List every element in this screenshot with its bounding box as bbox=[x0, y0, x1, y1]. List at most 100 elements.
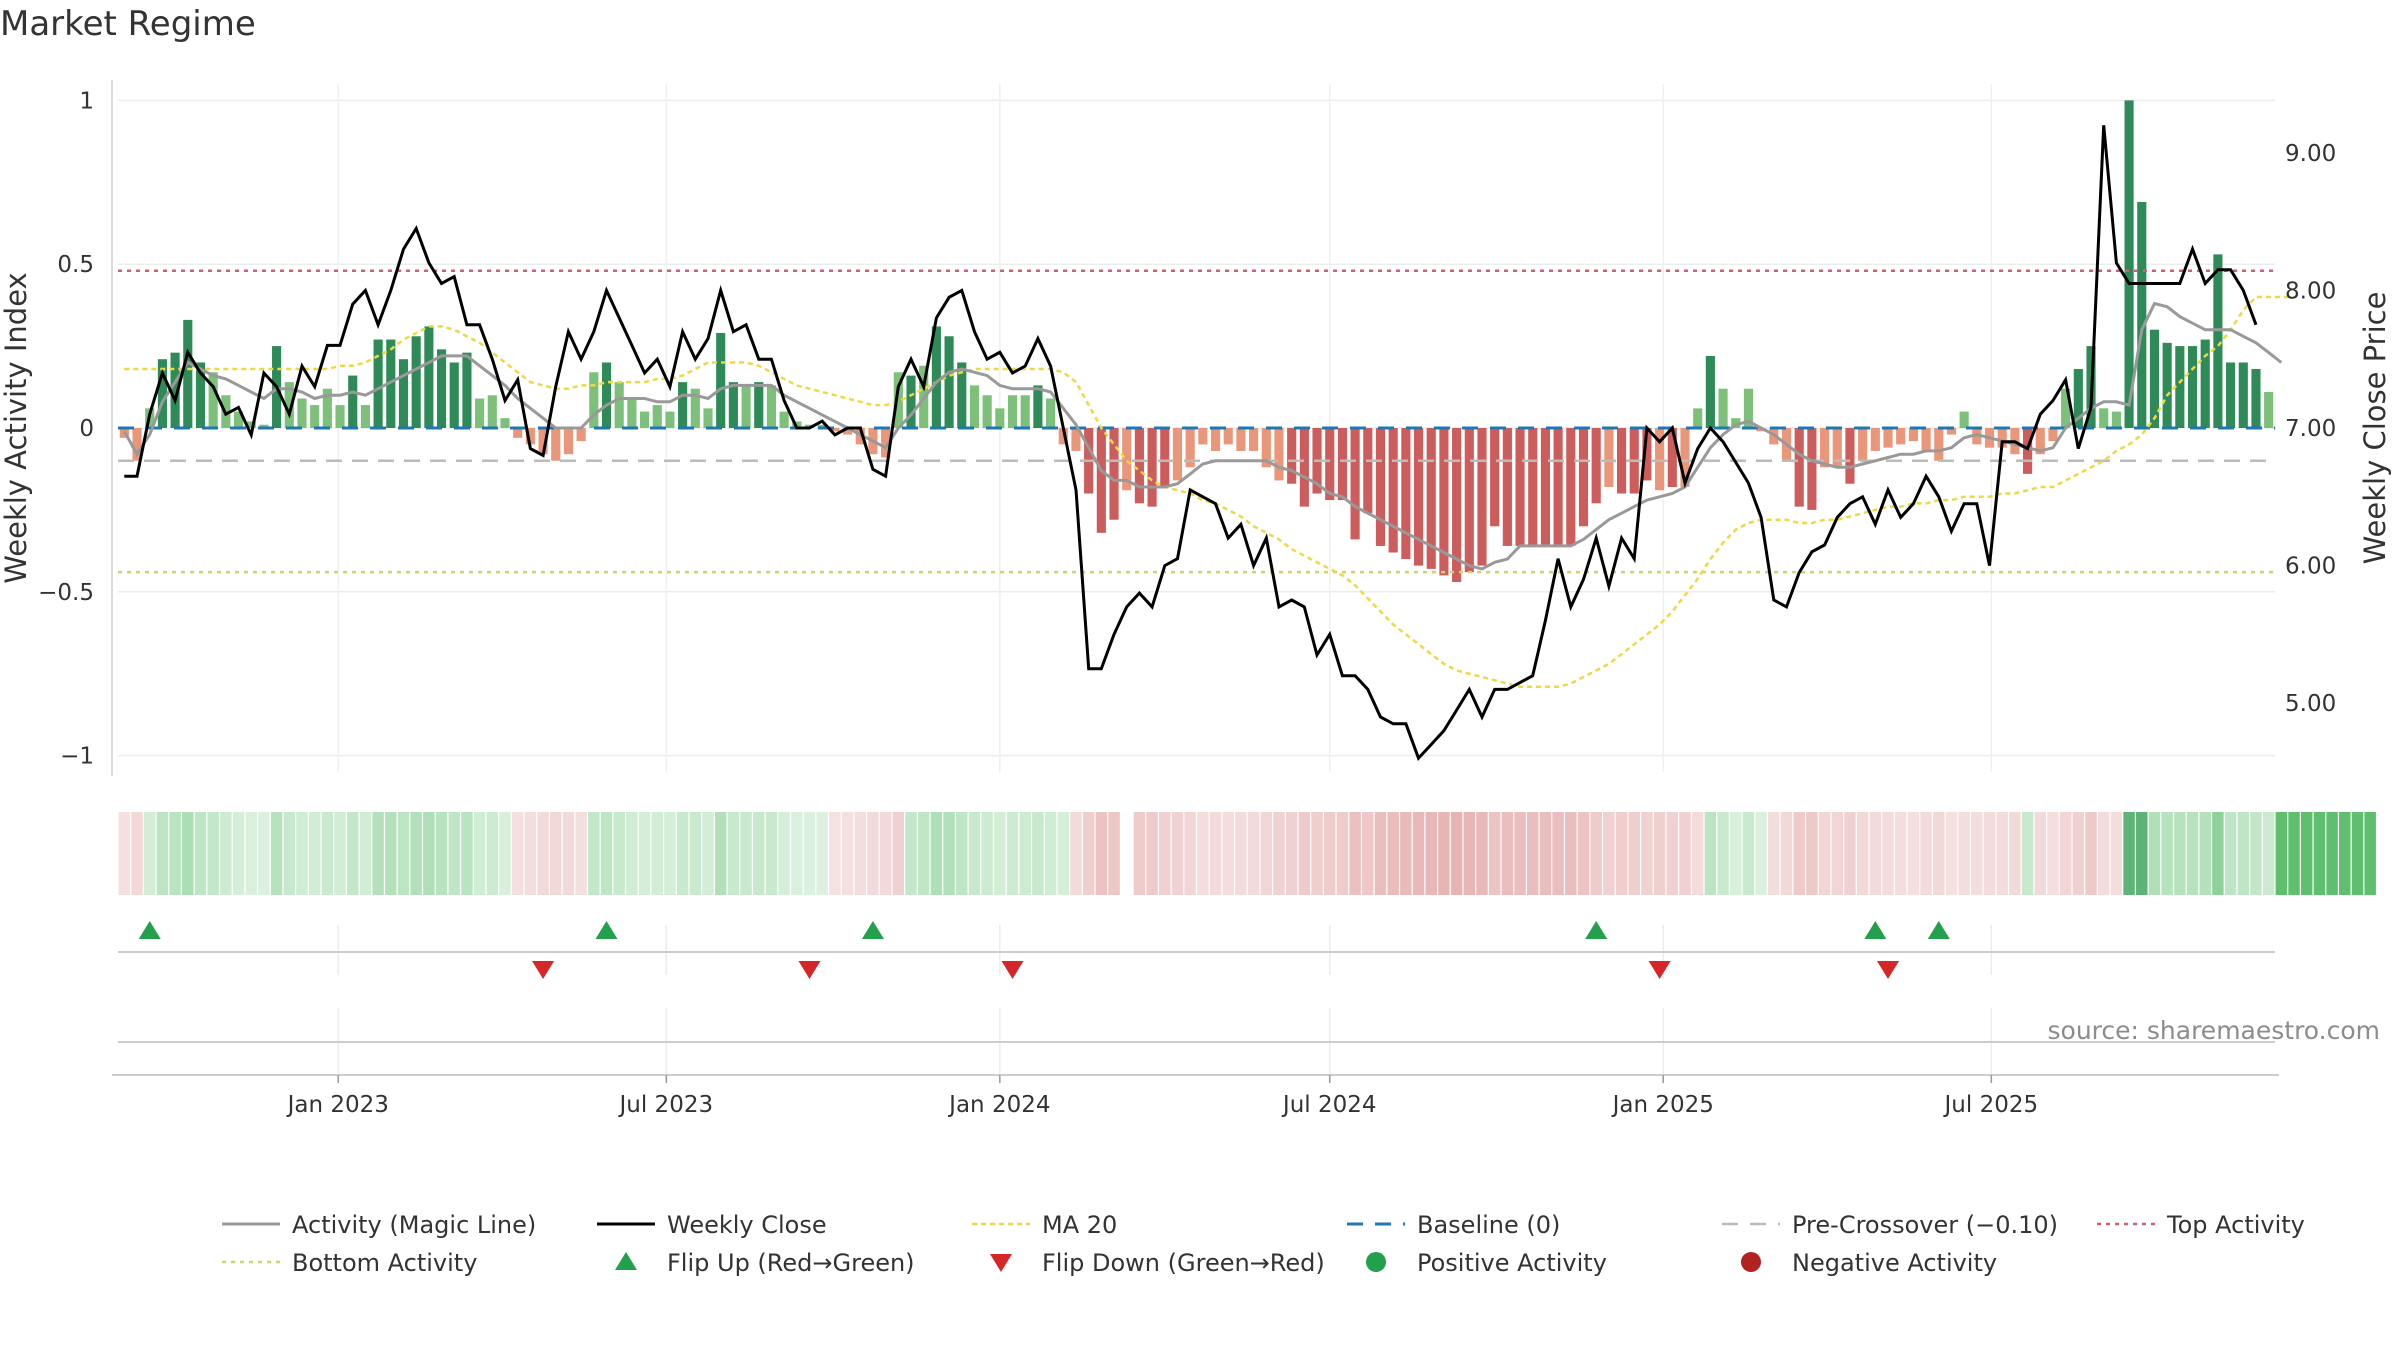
activity-bar bbox=[665, 411, 675, 428]
legend-item-baseline: Baseline (0) bbox=[1347, 1211, 1560, 1239]
activity-bar bbox=[2162, 342, 2172, 428]
regime-strip-cell bbox=[423, 812, 435, 895]
regime-strip-cell bbox=[2212, 812, 2224, 895]
regime-strip-cell bbox=[1450, 812, 1463, 895]
regime-strip-cell bbox=[2224, 812, 2237, 895]
activity-bar bbox=[487, 395, 497, 428]
activity-bar bbox=[1921, 428, 1931, 451]
regime-strip-cell bbox=[1095, 812, 1108, 895]
regime-strip-cell bbox=[207, 812, 219, 895]
activity-bar bbox=[208, 372, 218, 428]
regime-strip-cell bbox=[1831, 812, 1843, 895]
activity-bar bbox=[373, 339, 383, 428]
activity-bar bbox=[1528, 428, 1538, 546]
regime-strip-cell bbox=[1260, 812, 1273, 895]
x-tick-label: Jan 2025 bbox=[1611, 1092, 1714, 1118]
activity-bar bbox=[335, 405, 345, 428]
activity-bar bbox=[1147, 428, 1157, 507]
activity-bar bbox=[703, 408, 713, 428]
regime-strip-cell bbox=[1768, 812, 1780, 895]
regime-strip-cell bbox=[1539, 812, 1552, 895]
regime-strip-cell bbox=[1044, 812, 1057, 895]
y-right-tick-label: 9.00 bbox=[2285, 141, 2336, 167]
x-tick-label: Jan 2023 bbox=[286, 1092, 389, 1118]
activity-bar bbox=[1236, 428, 1246, 451]
regime-strip-cell bbox=[1615, 812, 1628, 895]
regime-strip-cell bbox=[131, 812, 143, 895]
regime-strip-cell bbox=[2059, 812, 2072, 895]
regime-strip-cell bbox=[2097, 812, 2110, 895]
regime-strip-cell bbox=[1742, 812, 1755, 895]
activity-bar bbox=[2175, 346, 2185, 428]
activity-bar bbox=[1134, 428, 1144, 504]
regime-strip-cell bbox=[943, 812, 955, 895]
regime-strip-cell bbox=[1387, 812, 1399, 895]
activity-bar bbox=[1210, 428, 1221, 451]
regime-strip-cell bbox=[1349, 812, 1361, 895]
regime-strip-cell bbox=[714, 812, 727, 895]
regime-strip-cell bbox=[448, 812, 460, 895]
activity-bar bbox=[1337, 428, 1347, 501]
regime-strip-cell bbox=[1514, 812, 1526, 895]
regime-strip-cell bbox=[2313, 812, 2326, 895]
activity-bar bbox=[1972, 428, 1982, 445]
legend-label: Flip Up (Red→Green) bbox=[667, 1249, 915, 1277]
activity-bar bbox=[1731, 418, 1741, 428]
regime-strip-cell bbox=[1780, 812, 1793, 895]
regime-strip-cell bbox=[2364, 812, 2376, 895]
regime-strip-cell bbox=[1704, 812, 1717, 895]
regime-strip-cell bbox=[550, 812, 562, 895]
chart-title: Market Regime bbox=[0, 4, 256, 44]
regime-strip-cell bbox=[1577, 812, 1590, 895]
y-right-tick-label: 7.00 bbox=[2285, 416, 2336, 442]
regime-strip-cell bbox=[1907, 812, 1920, 895]
regime-strip-cell bbox=[334, 812, 346, 895]
activity-bar bbox=[1680, 428, 1690, 487]
activity-bar bbox=[1071, 428, 1081, 451]
regime-strip-cell bbox=[2021, 812, 2034, 895]
regime-strip-cell bbox=[664, 812, 676, 895]
activity-bar bbox=[1896, 428, 1906, 445]
activity-bar bbox=[1718, 388, 1728, 428]
activity-bar bbox=[2099, 408, 2109, 428]
activity-bar bbox=[2124, 100, 2134, 428]
regime-strip-cell bbox=[1501, 812, 1514, 895]
regime-strip-cell bbox=[2123, 812, 2135, 895]
regime-strip-cell bbox=[1653, 812, 1666, 895]
regime-strip-cell bbox=[2072, 812, 2085, 895]
activity-bar bbox=[2200, 339, 2210, 428]
activity-bar bbox=[779, 411, 789, 428]
activity-bar bbox=[1363, 428, 1373, 514]
regime-strip-cell bbox=[854, 812, 867, 895]
activity-bar bbox=[2251, 369, 2261, 428]
regime-strip-cell bbox=[740, 812, 752, 895]
activity-bar bbox=[678, 382, 688, 428]
activity-bar bbox=[538, 428, 548, 455]
legend-item-close: Weekly Close bbox=[597, 1211, 827, 1239]
regime-strip-cell bbox=[1818, 812, 1831, 895]
activity-bar bbox=[1566, 428, 1576, 546]
regime-strip-cell bbox=[1425, 812, 1437, 895]
activity-bar bbox=[513, 428, 523, 438]
regime-strip-cell bbox=[956, 812, 968, 895]
activity-bar bbox=[246, 421, 256, 428]
regime-strip-cell bbox=[1146, 812, 1158, 895]
activity-bar bbox=[2213, 254, 2223, 428]
activity-bar bbox=[1477, 428, 1487, 566]
regime-strip-cell bbox=[638, 812, 651, 895]
regime-strip-cell bbox=[169, 812, 181, 895]
flip-down-marker bbox=[1001, 961, 1024, 979]
activity-bar bbox=[462, 352, 472, 428]
regime-strip-cell bbox=[562, 812, 575, 895]
regime-strip-cell bbox=[1641, 812, 1653, 895]
regime-strip-cell bbox=[1362, 812, 1374, 895]
activity-bar bbox=[2264, 391, 2274, 428]
activity-bar bbox=[1578, 428, 1589, 527]
activity-bar bbox=[157, 359, 167, 428]
activity-bar bbox=[475, 398, 485, 428]
flip-up-marker bbox=[861, 921, 884, 939]
y-left-tick-label: 0 bbox=[79, 416, 94, 442]
regime-strip-cell bbox=[765, 812, 778, 895]
activity-bar bbox=[1997, 428, 2007, 448]
activity-bar bbox=[2073, 369, 2083, 428]
